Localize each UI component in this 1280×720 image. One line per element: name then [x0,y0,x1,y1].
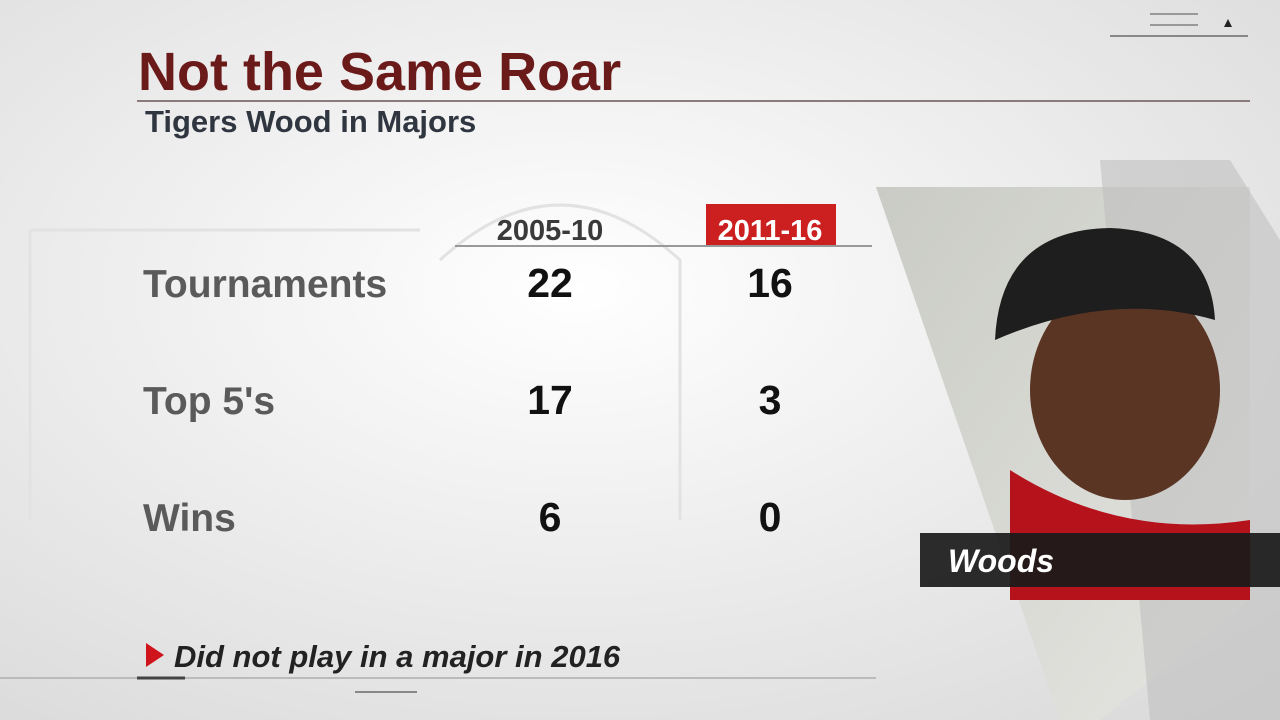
cell-value: 6 [539,494,562,540]
photo-caption: Woods [948,543,1054,579]
column-header: 2005-10 [497,215,603,247]
row-label: Top 5's [143,380,275,423]
photo-face [1030,280,1220,500]
row-label: Wins [143,497,236,540]
bullet-triangle [146,643,164,667]
cell-value: 16 [747,260,793,306]
up-arrow [1224,19,1232,27]
caption-bar [920,533,1280,587]
title: Not the Same Roar [138,42,621,102]
column-header: 2011-16 [718,215,823,247]
cell-value: 22 [527,260,573,306]
cell-value: 3 [759,377,782,423]
footnote: Did not play in a major in 2016 [174,639,621,674]
row-label: Tournaments [143,263,387,306]
cell-value: 17 [527,377,573,423]
background-watermark [28,203,682,520]
cell-value: 0 [759,494,782,540]
photo-cap [995,228,1215,340]
highlight-box [706,204,836,246]
subtitle: Tigers Wood in Majors [145,104,476,139]
